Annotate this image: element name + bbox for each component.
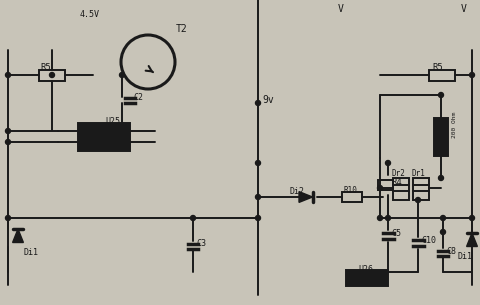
Circle shape [255, 101, 261, 106]
Text: 200 Ohm: 200 Ohm [452, 112, 457, 138]
Bar [342, 192, 362, 202]
Text: C10: C10 [421, 236, 436, 245]
Text: 9v: 9v [262, 95, 274, 105]
Polygon shape [12, 229, 24, 242]
Text: Di2: Di2 [290, 187, 305, 196]
Text: Di1: Di1 [458, 252, 473, 261]
Polygon shape [467, 233, 478, 246]
Text: Dr1: Dr1 [412, 169, 426, 178]
Text: V: V [338, 4, 344, 14]
Text: R5: R5 [432, 63, 443, 72]
Circle shape [441, 229, 445, 235]
Circle shape [191, 216, 195, 221]
Text: C5: C5 [391, 229, 401, 238]
Circle shape [5, 128, 11, 134]
Circle shape [416, 198, 420, 203]
Circle shape [5, 139, 11, 145]
Circle shape [377, 185, 383, 191]
Text: R5: R5 [40, 63, 51, 72]
Bar [39, 70, 65, 81]
Circle shape [255, 160, 261, 166]
Circle shape [255, 216, 261, 221]
Polygon shape [299, 192, 312, 203]
Text: R4: R4 [391, 178, 402, 187]
Text: C8: C8 [446, 247, 456, 256]
Text: C3: C3 [196, 239, 206, 248]
Text: 4.5V: 4.5V [80, 10, 100, 19]
Circle shape [439, 92, 444, 98]
Circle shape [377, 216, 383, 221]
Bar [378, 180, 398, 190]
Circle shape [469, 216, 475, 221]
Circle shape [255, 195, 261, 199]
Bar [346, 270, 388, 286]
Circle shape [121, 35, 175, 89]
Text: T2: T2 [176, 24, 188, 34]
Circle shape [120, 73, 124, 77]
Text: R10: R10 [344, 186, 358, 195]
Text: Dr2: Dr2 [392, 169, 406, 178]
Bar [434, 118, 448, 156]
Text: Di1: Di1 [23, 248, 38, 257]
Text: U26: U26 [358, 265, 373, 274]
Circle shape [49, 73, 55, 77]
Bar [78, 123, 130, 151]
Text: U25: U25 [105, 117, 120, 126]
Text: C2: C2 [133, 93, 143, 102]
Circle shape [385, 160, 391, 166]
Circle shape [385, 216, 391, 221]
Text: V: V [461, 4, 467, 14]
Bar [393, 178, 409, 200]
Bar [429, 70, 455, 81]
Circle shape [5, 216, 11, 221]
Bar [413, 178, 429, 200]
Circle shape [439, 175, 444, 181]
Circle shape [441, 216, 445, 221]
Circle shape [469, 73, 475, 77]
Circle shape [5, 73, 11, 77]
